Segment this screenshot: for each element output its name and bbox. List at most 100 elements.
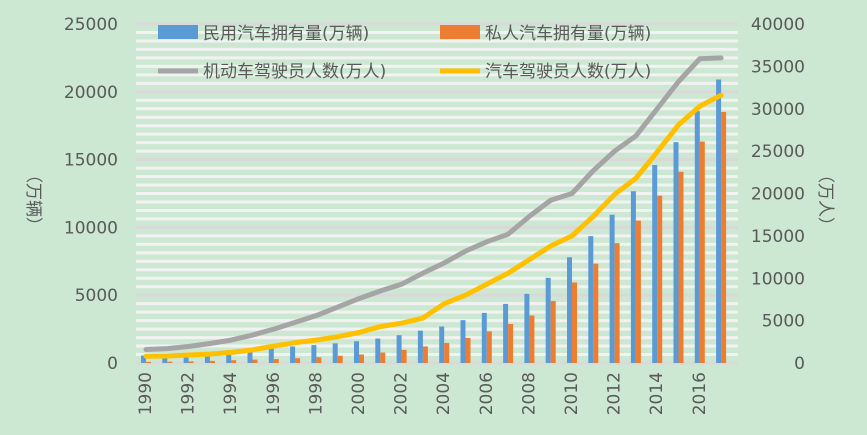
svg-text:民用汽车拥有量(万辆): 民用汽车拥有量(万辆): [203, 24, 369, 44]
x-tick-label: 1998: [306, 372, 326, 415]
left-tick-label: 15000: [64, 151, 118, 171]
left-tick-label: 20000: [64, 83, 118, 103]
right-tick-label: 15000: [751, 227, 805, 247]
bar-civil-2003: [417, 330, 423, 363]
bar-private-1993: [209, 360, 215, 363]
bar-civil-1995: [247, 348, 253, 363]
x-axis-ticks: 1990 1992 1994 1996 1998 2000 2002 2004 2006 2008…: [136, 372, 710, 415]
x-tick-label: 1990: [136, 372, 156, 415]
bar-private-1992: [188, 361, 194, 363]
bar-private-1991: [167, 361, 173, 363]
left-axis-title: （万辆）: [23, 166, 43, 234]
legend-item-civil-vehicles: 民用汽车拥有量(万辆): [158, 24, 369, 44]
bar-civil-2015: [673, 142, 679, 363]
legend-item-motor-drivers: 机动车驾驶员人数(万人): [158, 62, 386, 82]
x-tick-label: 1994: [221, 372, 241, 415]
x-tick-label: 2006: [477, 372, 497, 415]
bar-civil-1993: [204, 351, 210, 363]
right-tick-label: 30000: [751, 100, 805, 120]
x-tick-label: 2002: [392, 372, 412, 415]
bar-civil-2011: [588, 236, 594, 363]
bar-private-2008: [529, 315, 535, 363]
bar-civil-2006: [481, 312, 487, 363]
bar-private-2015: [678, 171, 684, 363]
bar-civil-2014: [652, 165, 658, 363]
svg-text:私人汽车拥有量(万辆): 私人汽车拥有量(万辆): [485, 24, 651, 44]
bar-private-2002: [401, 349, 407, 363]
bar-civil-2002: [396, 335, 402, 363]
x-tick-label: 2010: [562, 372, 582, 415]
bar-private-2004: [444, 342, 450, 363]
right-tick-label: 20000: [751, 185, 805, 205]
right-axis-ticks: 0 5000 10000 15000 20000 25000 30000 35000 40000: [751, 15, 805, 374]
left-tick-label: 10000: [64, 218, 118, 238]
bar-private-1990: [146, 361, 151, 363]
left-tick-label: 0: [107, 354, 118, 374]
svg-text:汽车驾驶员人数(万人): 汽车驾驶员人数(万人): [485, 62, 651, 82]
line-car-drivers: [143, 92, 724, 359]
bar-civil-2007: [503, 303, 509, 363]
bar-civil-2008: [524, 293, 530, 363]
legend-item-car-drivers: 汽车驾驶员人数(万人): [440, 62, 651, 82]
bar-private-1998: [316, 357, 322, 363]
x-tick-label: 2000: [349, 372, 369, 415]
bar-civil-2012: [609, 214, 615, 363]
bar-civil-1992: [183, 353, 189, 363]
left-tick-label: 5000: [75, 286, 118, 306]
x-tick-label: 2008: [519, 372, 539, 415]
bar-private-1996: [273, 359, 279, 363]
left-axis-ticks: 0 5000 10000 15000 20000 25000: [64, 15, 118, 374]
bar-civil-2009: [545, 277, 551, 363]
bar-civil-2005: [460, 320, 466, 363]
bar-civil-2010: [567, 257, 572, 363]
bar-civil-2001: [375, 338, 381, 363]
bar-private-2009: [550, 300, 556, 363]
bar-private-1994: [231, 360, 237, 363]
right-axis-title: （万人）: [815, 166, 835, 234]
line-motor-drivers: [143, 55, 724, 352]
bar-civil-1990: [141, 355, 146, 363]
bar-civil-1994: [226, 350, 232, 363]
legend-item-private-vehicles: 私人汽车拥有量(万辆): [440, 24, 651, 44]
x-tick-label: 1992: [179, 372, 199, 415]
lines: [143, 55, 724, 359]
right-tick-label: 10000: [751, 269, 805, 289]
left-tick-label: 25000: [64, 15, 118, 35]
bar-civil-1991: [162, 354, 168, 363]
bar-private-2007: [508, 324, 514, 363]
bar-civil-2016: [694, 111, 700, 363]
x-tick-label: 2014: [647, 372, 667, 415]
bar-private-2005: [465, 337, 471, 363]
bar-private-2001: [380, 352, 386, 363]
right-tick-label: 40000: [751, 15, 805, 35]
bar-private-2003: [422, 346, 428, 363]
right-tick-label: 0: [794, 354, 805, 374]
right-tick-label: 5000: [762, 312, 805, 332]
x-tick-label: 2004: [434, 372, 454, 415]
bar-civil-1997: [290, 346, 296, 363]
x-tick-label: 1996: [264, 372, 284, 415]
bar-civil-2017: [716, 79, 722, 363]
bar-private-2017: [721, 111, 727, 363]
bars: [141, 79, 727, 363]
bar-private-2000: [359, 354, 364, 363]
bar-private-2016: [699, 141, 705, 363]
bar-private-1995: [252, 359, 258, 363]
bar-private-2006: [486, 331, 492, 363]
bar-private-2014: [657, 195, 663, 363]
bar-private-2013: [635, 220, 641, 363]
bar-civil-1999: [332, 343, 338, 363]
bar-private-1999: [337, 355, 343, 363]
bar-private-2010: [572, 282, 577, 363]
bar-private-2012: [614, 243, 620, 363]
right-tick-label: 35000: [751, 57, 805, 77]
x-tick-label: 2016: [690, 372, 710, 415]
x-tick-label: 2012: [605, 372, 625, 415]
bar-private-2011: [593, 263, 599, 363]
bar-civil-2000: [354, 341, 359, 363]
bar-civil-1996: [268, 348, 274, 363]
svg-text:机动车驾驶员人数(万人): 机动车驾驶员人数(万人): [203, 62, 386, 82]
bar-civil-1998: [311, 345, 317, 363]
bar-civil-2004: [439, 326, 445, 363]
